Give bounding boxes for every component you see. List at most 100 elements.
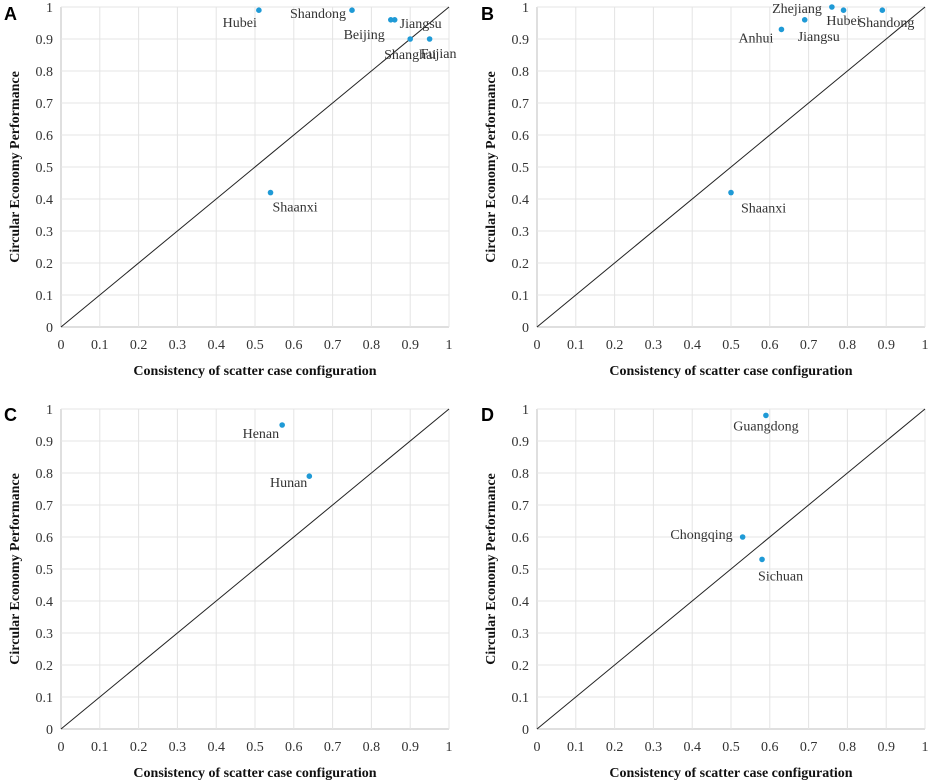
- point-label-zhejiang: Zhejiang: [772, 2, 822, 17]
- y-tick-label: 0.6: [36, 129, 54, 144]
- data-point-hubei: [256, 7, 262, 13]
- y-tick-label: 0.2: [512, 257, 530, 272]
- data-point-anhui: [778, 26, 785, 33]
- y-tick-label: 0.8: [36, 467, 54, 482]
- x-tick-label: 1: [922, 338, 929, 353]
- x-tick-label: 0.5: [722, 740, 740, 755]
- data-point-shandong: [349, 7, 355, 13]
- x-tick-label: 0.8: [363, 740, 381, 755]
- x-tick-label: 0.7: [324, 740, 342, 755]
- x-axis-title: Consistency of scatter case configuratio…: [133, 766, 376, 781]
- x-tick-label: 0.4: [207, 740, 225, 755]
- y-tick-label: 0.4: [36, 595, 54, 610]
- x-tick-label: 0: [58, 740, 65, 755]
- x-tick-label: 0.3: [645, 740, 663, 755]
- data-point-shaanxi: [267, 189, 274, 196]
- x-tick-label: 0.6: [285, 740, 303, 755]
- reference-line-y-equals-x: [536, 6, 926, 328]
- x-tick-label: 0.9: [401, 740, 419, 755]
- panel-letter: C: [4, 405, 17, 425]
- y-tick-label: 1: [46, 403, 53, 418]
- y-tick-label: 0.9: [36, 33, 54, 48]
- y-tick-label: 0.7: [36, 499, 54, 514]
- x-tick-label: 0.4: [683, 740, 701, 755]
- y-tick-label: 0.4: [512, 193, 530, 208]
- y-tick-label: 0.1: [512, 289, 530, 304]
- x-tick-label: 0.6: [285, 338, 303, 353]
- y-tick-label: 0.7: [512, 97, 530, 112]
- data-point-shaanxi: [728, 189, 734, 196]
- x-tick-label: 0.4: [207, 338, 225, 353]
- x-tick-label: 1: [446, 338, 453, 353]
- y-tick-label: 0.1: [512, 691, 530, 706]
- x-tick-label: 0.4: [683, 338, 701, 353]
- y-tick-label: 0.6: [512, 531, 530, 546]
- point-label-fujian: Fujian: [421, 47, 457, 62]
- x-tick-label: 0: [534, 338, 541, 353]
- x-tick-label: 0.1: [91, 338, 109, 353]
- x-tick-label: 0: [58, 338, 65, 353]
- y-tick-label: 0.4: [36, 193, 54, 208]
- y-tick-label: 0.3: [36, 627, 54, 642]
- point-label-henan: Henan: [243, 427, 280, 442]
- x-tick-label: 0.3: [169, 338, 187, 353]
- point-label-guangdong: Guangdong: [733, 419, 798, 434]
- y-tick-label: 0.5: [512, 563, 530, 578]
- x-tick-label: 0.6: [761, 740, 779, 755]
- point-label-shandong: Shandong: [858, 16, 914, 31]
- y-tick-label: 0.1: [36, 691, 54, 706]
- y-tick-label: 0: [522, 723, 529, 738]
- y-tick-label: 0.2: [512, 659, 530, 674]
- x-tick-label: 0.2: [130, 338, 148, 353]
- x-tick-label: 0.9: [401, 338, 419, 353]
- data-point-shanghai: [407, 36, 414, 42]
- y-tick-label: 0.3: [512, 225, 530, 240]
- data-point-hubei: [840, 7, 847, 13]
- y-tick-label: 0.9: [512, 33, 530, 48]
- x-tick-label: 0.6: [761, 338, 779, 353]
- point-label-hubei: Hubei: [223, 16, 257, 31]
- y-tick-label: 0.9: [36, 435, 54, 450]
- panel-letter: D: [481, 405, 494, 425]
- x-axis-title: Consistency of scatter case configuratio…: [609, 364, 852, 379]
- x-tick-label: 0.9: [877, 740, 895, 755]
- panel-d: 00 0.1 0.1 0.2 0.2 0.3 0.3 0.4 0.4 0.5 0.5 0.6 0.6 0.…: [481, 403, 929, 781]
- data-point-beijing: [388, 17, 394, 23]
- x-tick-label: 0.2: [606, 740, 624, 755]
- panel-a: 00 0.1 0.1 0.2 0.2 0.3 0.3 0.4 0.4 0.5 0.5 0.6 0.6 0.…: [4, 1, 456, 379]
- x-tick-label: 0.1: [567, 338, 585, 353]
- data-point-hunan: [306, 473, 313, 480]
- x-axis-title: Consistency of scatter case configuratio…: [609, 766, 852, 781]
- point-label-hubei: Hubei: [826, 14, 860, 29]
- y-tick-label: 1: [522, 403, 529, 418]
- data-point-henan: [279, 422, 285, 428]
- panel-letter: A: [4, 4, 17, 24]
- y-tick-label: 0.3: [36, 225, 54, 240]
- y-tick-label: 0.3: [512, 627, 530, 642]
- x-tick-label: 0.8: [839, 338, 857, 353]
- point-label-sichuan: Sichuan: [758, 569, 803, 584]
- y-tick-label: 0: [46, 723, 53, 738]
- x-tick-label: 0.2: [130, 740, 148, 755]
- x-tick-label: 0.8: [839, 740, 857, 755]
- x-tick-label: 1: [446, 740, 453, 755]
- y-tick-label: 0.8: [512, 65, 530, 80]
- y-axis-title: Circular Economy Performance: [8, 71, 23, 263]
- point-label-anhui: Anhui: [738, 31, 773, 46]
- point-label-jiangsu: Jiangsu: [798, 30, 840, 45]
- x-tick-label: 0.1: [567, 740, 585, 755]
- y-tick-label: 0.8: [36, 65, 54, 80]
- panel-c: 00 0.1 0.1 0.2 0.2 0.3 0.3 0.4 0.4 0.5 0.5 0.6 0.6 0.…: [4, 403, 453, 781]
- y-tick-label: 0.9: [512, 435, 530, 450]
- data-point-guangdong: [763, 412, 769, 419]
- data-point-jiangsu: [391, 17, 398, 23]
- point-label-shandong: Shandong: [290, 7, 346, 22]
- y-tick-label: 0.4: [512, 595, 530, 610]
- point-label-chongqing: Chongqing: [670, 528, 732, 543]
- y-tick-label: 0: [522, 321, 529, 336]
- x-axis-title: Consistency of scatter case configuratio…: [133, 364, 376, 379]
- point-label-beijing: Beijing: [344, 28, 385, 43]
- y-tick-label: 0.5: [36, 563, 54, 578]
- x-tick-label: 0.3: [645, 338, 663, 353]
- point-label-shaanxi: Shaanxi: [741, 202, 786, 217]
